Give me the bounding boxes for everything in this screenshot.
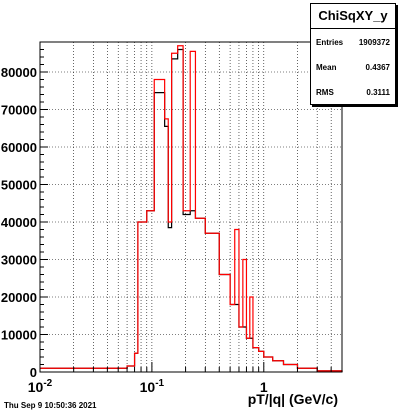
series-line-1 xyxy=(40,45,343,372)
y-tick-label: 0 xyxy=(30,365,37,380)
y-tick-label: 60000 xyxy=(1,140,37,155)
stats-row-mean: Mean 0.4367 xyxy=(311,54,395,79)
rms-value: 0.3111 xyxy=(366,88,390,97)
y-tick-label: 40000 xyxy=(1,215,37,230)
grid xyxy=(39,42,343,372)
x-tick-label: 1 xyxy=(260,379,268,395)
stats-row-rms: RMS 0.3111 xyxy=(311,79,395,104)
y-tick-label: 50000 xyxy=(1,178,37,193)
x-tick-label: 10-1 xyxy=(140,378,165,395)
y-tick-label: 10000 xyxy=(1,328,37,343)
rms-label: RMS xyxy=(316,88,334,97)
y-tick-label: 20000 xyxy=(1,290,37,305)
x-tick-label: 10-2 xyxy=(28,378,53,395)
entries-value: 1909372 xyxy=(358,38,390,47)
stats-row-entries: Entries 1909372 xyxy=(311,29,395,54)
timestamp: Thu Sep 9 10:50:36 2021 xyxy=(4,401,97,410)
y-tick-label: 80000 xyxy=(1,65,37,80)
stats-box: ChiSqXY_y Entries 1909372 Mean 0.4367 RM… xyxy=(310,3,396,105)
stats-title: ChiSqXY_y xyxy=(311,4,395,29)
x-axis-label: pT/|q| (GeV/c) xyxy=(248,391,338,407)
y-tick-label: 70000 xyxy=(1,103,37,118)
y-tick-label: 30000 xyxy=(1,253,37,268)
entries-label: Entries xyxy=(316,38,344,47)
mean-value: 0.4367 xyxy=(365,63,390,72)
histogram-series xyxy=(40,45,343,372)
series-line-0 xyxy=(40,48,343,372)
mean-label: Mean xyxy=(316,63,337,72)
plot-frame xyxy=(39,41,343,373)
